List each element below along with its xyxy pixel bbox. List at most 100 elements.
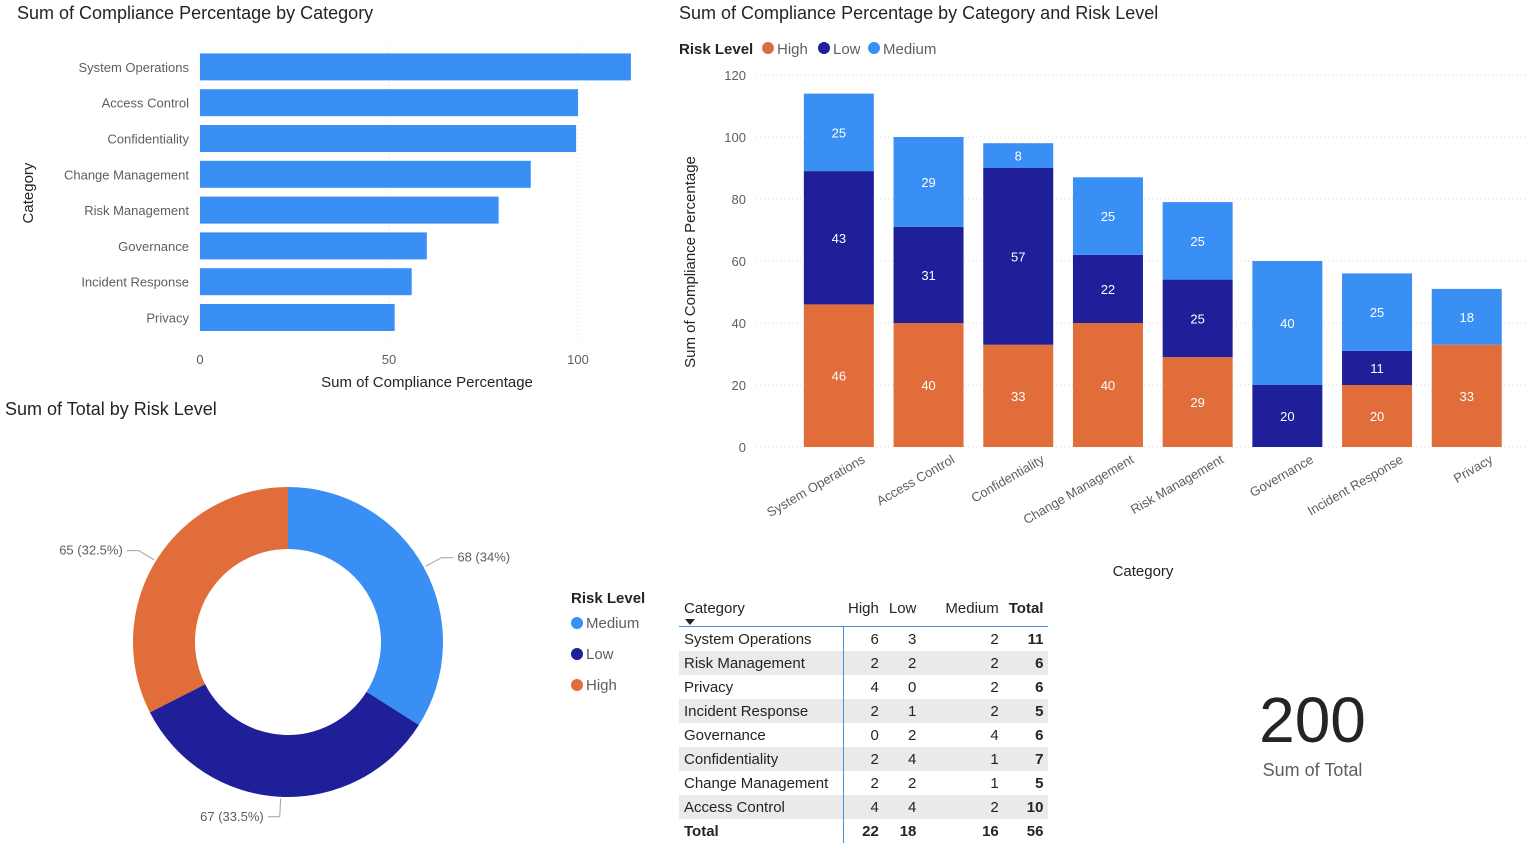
bar[interactable] [200,304,395,331]
stacked-bar-segment[interactable] [1431,344,1502,447]
y-axis-title: Sum of Compliance Percentage [682,156,699,368]
y-tick-label: 100 [724,130,746,145]
stacked-bar-segment[interactable] [1072,254,1143,323]
table-cell-tot: 5 [1035,774,1044,792]
legend-marker[interactable] [571,679,583,691]
table-row[interactable]: Incident Response 2 1 2 5 [679,699,1049,723]
table-cell-cat: Confidentiality [679,747,844,771]
bar[interactable] [200,160,531,188]
x-tick-label: Incident Response [1305,452,1406,519]
table-row[interactable]: System Operations 6 3 2 11 [679,626,1048,651]
matrix-header-label: Category [684,599,745,617]
table-total-row: Total 22 18 16 56 [679,819,1048,843]
data-label: 8 [1015,149,1022,164]
legend-marker[interactable] [868,42,880,54]
leader-line [267,798,282,818]
matrix-header-high[interactable]: High [843,590,884,627]
bar[interactable] [200,232,427,260]
table-cell-medium: 2 [921,699,1004,723]
y-tick-label: 80 [732,192,746,207]
y-tick-label: Privacy [146,311,189,326]
table-cell-high: 0 [870,726,879,744]
table-cell-tot: 6 [1035,678,1044,696]
risk-level-matrix: Category High Low Medium Total System Op… [679,590,1089,843]
stacked-bar-segment[interactable] [1072,323,1143,447]
y-tick-label: Change Management [64,167,189,182]
bar[interactable] [200,125,577,152]
stacked-bar-segment[interactable] [1072,177,1143,255]
stacked-bar-segment[interactable] [893,323,964,447]
table-row[interactable]: Change Management 2 2 1 5 [679,771,1048,795]
sort-descending-icon[interactable] [685,619,695,625]
table-cell-medium: 1 [921,747,1004,771]
matrix-header-low[interactable]: Low [883,590,922,627]
data-label: 33 [1011,389,1025,404]
table-cell-medium: 2 [921,795,1004,819]
bar[interactable] [200,268,412,296]
table-row[interactable]: Confidentiality 2 4 1 7 [679,747,1049,771]
data-label: 25 [1370,305,1384,320]
donut-slice[interactable] [149,684,419,797]
stacked-bar-segment[interactable] [1342,350,1413,385]
x-axis-title: Sum of Compliance Percentage [321,374,533,391]
table-cell-low: 2 [908,774,917,792]
table-cell-tot: 6 [1003,651,1049,675]
stacked-bar-segment[interactable] [983,143,1054,168]
donut-slice[interactable] [132,487,288,713]
table-cell-tot: 6 [1035,726,1044,744]
stacked-bar-segment[interactable] [1162,279,1233,358]
legend-marker[interactable] [571,648,583,660]
y-tick-label: 40 [732,316,746,331]
table-cell-high: 6 [870,630,879,648]
matrix-header-category[interactable]: Category [679,590,843,627]
stacked-bar-segment[interactable] [803,171,874,305]
table-row[interactable]: Governance 0 2 4 6 [679,723,1048,747]
slice-label: 67 (33.5%) [200,809,264,824]
stacked-bar-segment[interactable] [893,226,964,323]
legend-item-label[interactable]: Medium [586,615,639,632]
legend-marker[interactable] [818,42,830,54]
table-row[interactable]: Risk Management 2 2 2 6 [679,651,1049,675]
legend-marker[interactable] [571,617,583,629]
table-row[interactable]: Privacy 4 0 2 6 [679,675,1048,699]
data-label: 25 [1101,209,1115,224]
legend-item-label[interactable]: Low [586,646,614,663]
stacked-bar-segment[interactable] [983,168,1054,345]
legend-title: Risk Level [679,41,753,58]
data-label: 18 [1460,310,1474,325]
slice-label: 65 (32.5%) [59,543,123,558]
card-value: 200 [1259,684,1366,756]
stacked-bar-segment[interactable] [1342,273,1413,351]
stacked-bar-segment[interactable] [1252,385,1323,447]
matrix-table: Category High Low Medium Total System Op… [679,590,1049,843]
table-cell-high: 2 [843,651,884,675]
data-label: 25 [832,125,846,140]
stacked-bar-segment[interactable] [1162,202,1233,280]
stacked-bar-segment[interactable] [893,137,964,227]
stacked-bar-segment[interactable] [1162,357,1233,447]
stacked-bar-segment[interactable] [803,304,874,447]
stacked-bar-segment[interactable] [803,93,874,172]
total-cell-cat: Total [679,819,844,843]
data-label: 25 [1190,311,1204,326]
donut-slice[interactable] [288,487,443,726]
bar[interactable] [200,53,631,81]
stacked-bar-segment[interactable] [1431,288,1502,345]
bar[interactable] [200,196,499,224]
legend-item-label[interactable]: Low [833,41,861,58]
data-label: 20 [1280,409,1294,424]
bar[interactable] [200,89,578,117]
table-row[interactable]: Access Control 4 4 2 10 [679,795,1049,819]
matrix-header-medium[interactable]: Medium [921,590,1004,627]
stacked-bar-segment[interactable] [983,344,1054,447]
matrix-header-total[interactable]: Total [1003,590,1049,627]
stacked-bar-segment[interactable] [1252,261,1323,385]
stacked-bar-segment[interactable] [1342,385,1413,447]
data-label: 11 [1370,361,1384,376]
legend-item-label[interactable]: High [586,677,617,694]
table-cell-high: 2 [843,699,884,723]
legend-marker[interactable] [762,42,774,54]
legend-item-label[interactable]: Medium [883,41,936,58]
table-cell-medium: 1 [990,774,999,792]
legend-item-label[interactable]: High [777,41,808,58]
